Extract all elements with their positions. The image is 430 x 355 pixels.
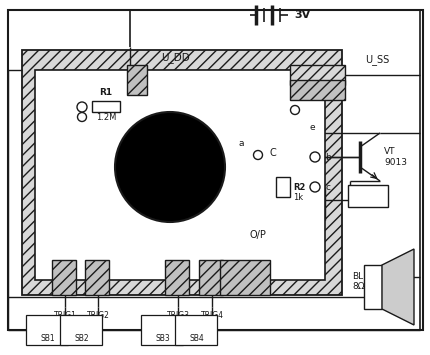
Text: e: e [310,122,316,131]
Bar [348,185,388,207]
Text: b: b [325,153,331,162]
Text: C: C [269,148,276,158]
Bar [35,70,325,280]
Text: R2: R2 [293,182,305,191]
Text: SB4: SB4 [190,334,204,343]
Text: 1k: 1k [293,192,303,202]
Text: 3V: 3V [294,10,310,20]
Text: SB2: SB2 [75,334,89,343]
Bar [175,315,217,345]
Text: U_SS: U_SS [365,54,389,65]
Text: R1: R1 [99,88,113,97]
Text: BL
8Ω: BL 8Ω [352,272,365,291]
Bar [52,260,76,295]
Text: 1.2M: 1.2M [96,113,116,122]
Text: TRIG3: TRIG3 [166,311,190,320]
Text: TRIG1: TRIG1 [54,311,77,320]
Text: TRIG2: TRIG2 [86,311,110,320]
Bar [290,80,345,100]
Bar [199,260,223,295]
Bar [85,260,109,295]
Polygon shape [382,249,414,325]
Text: O/P: O/P [249,230,267,240]
Bar [141,315,183,345]
Bar [22,50,342,295]
Bar [165,260,189,295]
Bar [127,65,147,95]
Bar [220,260,270,295]
Bar [26,315,68,345]
Text: VT
9013: VT 9013 [384,147,407,167]
Text: c: c [325,182,330,191]
Bar [60,315,102,345]
Bar [290,65,345,85]
Bar [92,101,120,112]
Text: a: a [238,138,244,147]
Bar [364,265,382,309]
Text: SP: SP [362,191,374,201]
Text: SB1: SB1 [41,334,55,343]
Text: TRIG4: TRIG4 [200,311,224,320]
Text: SB3: SB3 [156,334,170,343]
Bar [276,177,290,197]
Circle shape [115,112,225,222]
Text: U_DD: U_DD [161,52,189,63]
